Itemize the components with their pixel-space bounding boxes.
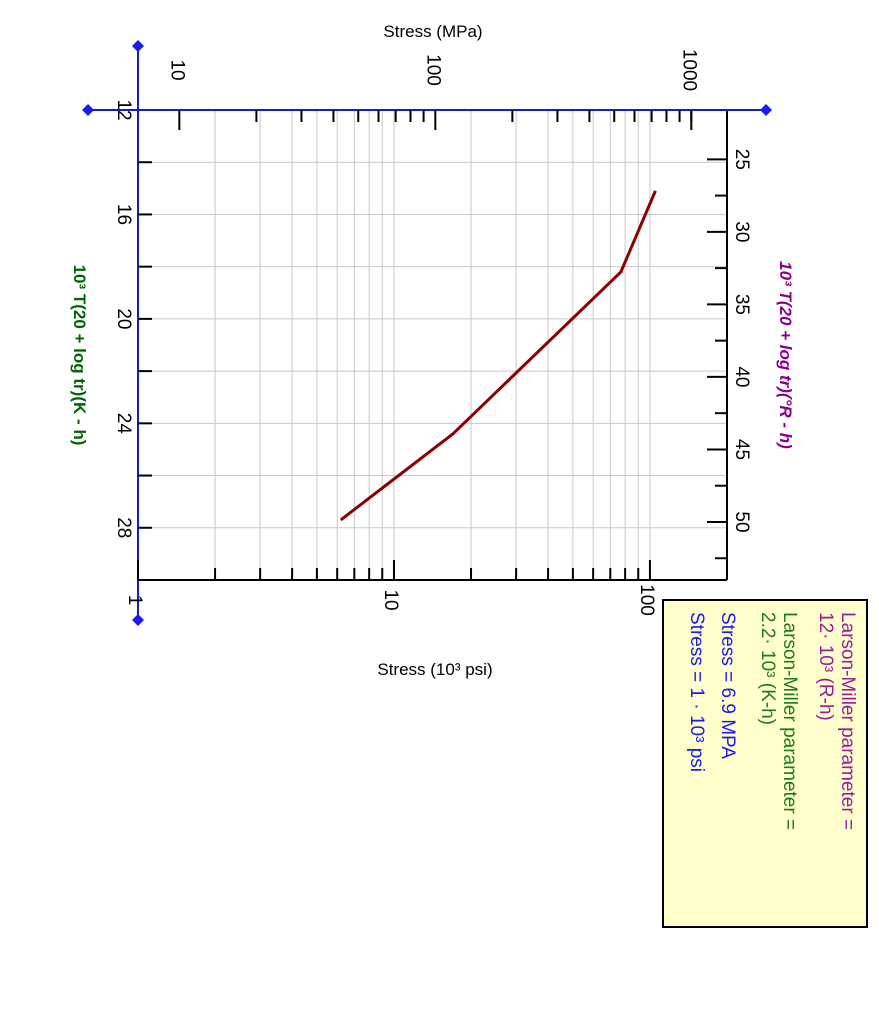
readout-line: 12· 10³ (R-h) — [815, 612, 836, 721]
lmp-k-tick-label: 28 — [113, 517, 134, 538]
lmp-r-tick-label: 25 — [731, 149, 752, 170]
axis-handle-diamond — [760, 104, 772, 116]
mpa-tick-label: 100 — [422, 54, 443, 86]
axis-handle-diamond — [82, 104, 94, 116]
psi-tick-label: 10 — [380, 589, 401, 610]
mpa-tick-label: 10 — [166, 59, 187, 80]
readout-line: Stress = 1 · 10³ psi — [686, 612, 707, 772]
readout-line: Stress = 6.9 MPA — [717, 612, 738, 759]
lmp-k-tick-label: 12 — [113, 99, 134, 120]
grid — [137, 110, 728, 581]
readout-line: Larson-Miller parameter = — [779, 612, 800, 830]
lmp-r-tick-label: 40 — [731, 366, 752, 387]
lmp-r-tick-label: 50 — [731, 511, 752, 532]
ticks — [137, 110, 727, 581]
lmp-k-tick-label: 16 — [113, 204, 134, 225]
series-line — [339, 190, 657, 522]
stress-psi-axis-title: Stress (10³ psi) — [377, 660, 492, 679]
psi-tick-label: 100 — [636, 584, 657, 616]
tick-labels: 1 10 100 10 100 1000 12 16 20 24 28 25 30 35 40 45 50 — [113, 49, 752, 616]
lmp-r-tick-label: 30 — [731, 221, 752, 242]
readout-box: Larson-Miller parameter =12· 10³ (R-h)La… — [662, 599, 868, 928]
readout-line: 2.2· 10³ (K-h) — [757, 612, 778, 725]
lmp-r-tick-label: 45 — [731, 439, 752, 460]
readout-box-frame — [662, 599, 868, 928]
lmp-rankine-axis-title: 10³ T(20 + log tr)(°R - h) — [776, 261, 795, 449]
axes — [82, 40, 772, 626]
stress-mpa-axis-title: Stress (MPa) — [383, 22, 482, 41]
lmp-k-tick-label: 20 — [113, 308, 134, 329]
lmp-r-tick-label: 35 — [731, 294, 752, 315]
readout-box-text: Larson-Miller parameter =12· 10³ (R-h)La… — [686, 612, 858, 830]
psi-tick-label: 1 — [124, 595, 145, 606]
lmp-kelvin-axis-title: 10³ T(20 + log tr)(K - h) — [70, 265, 89, 446]
lmp-k-tick-label: 24 — [113, 413, 134, 435]
curve-layer — [339, 190, 657, 522]
axis-handle-diamond — [132, 614, 144, 626]
readout-line: Larson-Miller parameter = — [837, 612, 858, 830]
axis-handle-diamond — [132, 40, 144, 52]
mpa-tick-label: 1000 — [678, 49, 699, 91]
